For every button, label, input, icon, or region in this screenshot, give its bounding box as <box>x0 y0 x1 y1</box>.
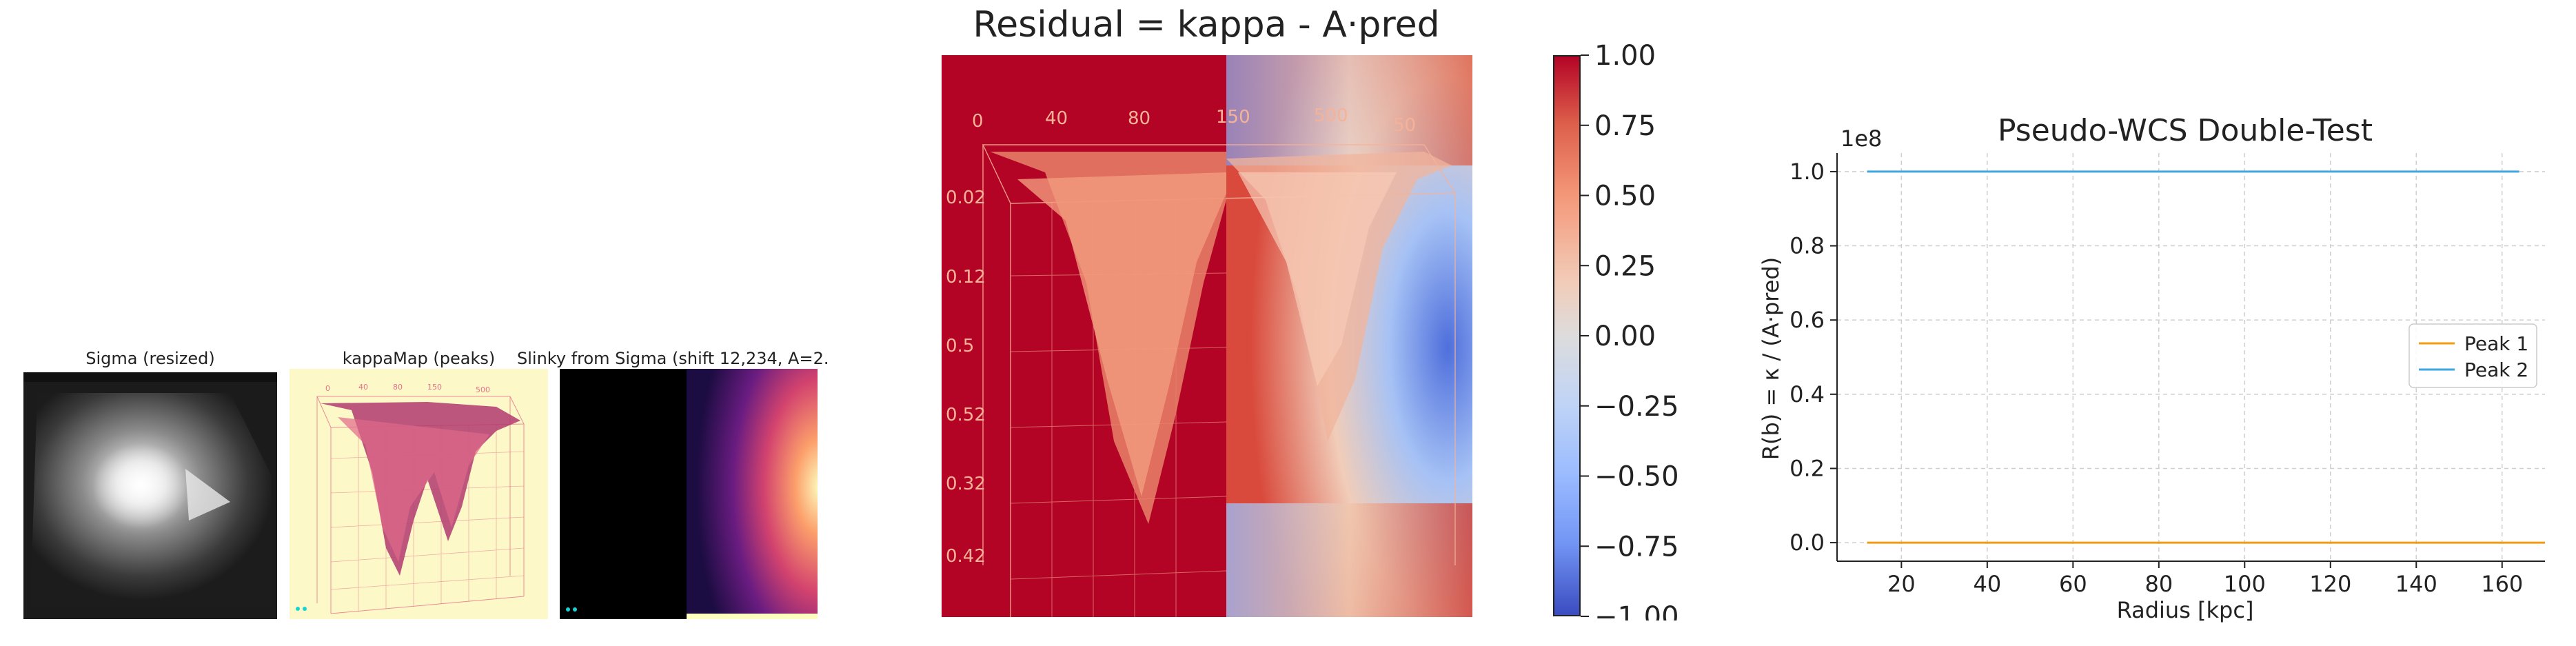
y-tick-label: 0.6 <box>1789 307 1825 333</box>
kappa-panel-title: kappaMap (peaks) <box>342 349 496 368</box>
sigma-panel-title: Sigma (resized) <box>85 349 215 368</box>
colorbar-tick-label: 0.75 <box>1594 110 1656 142</box>
colorbar-tick-label: 0.00 <box>1594 321 1656 352</box>
colorbar-tick-label: −0.75 <box>1594 531 1679 563</box>
x-tick-label: 140 <box>2395 571 2437 597</box>
colorbar-tick-label: 0.50 <box>1594 181 1656 212</box>
svg-text:150: 150 <box>427 383 442 392</box>
legend-label: Peak 2 <box>2464 359 2528 381</box>
residual-colorbar-axis: 1.00 0.75 0.50 0.25 0.00 −0.25 −0.50 −0.75 −1.00 <box>1581 40 1679 620</box>
residual-colorbar <box>1553 55 1581 616</box>
colorbar-tick-label: −0.50 <box>1594 461 1679 493</box>
y-tick-label: 1.0 <box>1789 159 1825 185</box>
colorbar-tick-label: −0.25 <box>1594 391 1679 423</box>
x-tick-label: 100 <box>2224 571 2266 597</box>
svg-text:0.5: 0.5 <box>946 336 974 356</box>
residual-image: 0 40 80 150 500 50 0.02 0.12 0.5 0.52 0.32 0.42 <box>942 55 1472 617</box>
svg-text:0: 0 <box>325 384 330 393</box>
residual-title: Residual = kappa - A·pred <box>973 4 1440 46</box>
y-tick-label: 0.2 <box>1789 455 1825 481</box>
wcs-chart: Pseudo-WCS Double-Test 1e8 20 40 60 80 100 12… <box>1751 0 2576 643</box>
svg-text:0: 0 <box>972 111 984 132</box>
svg-text:500: 500 <box>1314 105 1348 126</box>
x-tick-label: 20 <box>1887 571 1916 597</box>
svg-text:0.12: 0.12 <box>946 267 986 287</box>
y-tick-label: 0.0 <box>1789 529 1825 556</box>
x-tick-label: 60 <box>2059 571 2087 597</box>
y-offset-label: 1e8 <box>1840 125 1882 152</box>
svg-text:0.52: 0.52 <box>946 405 986 425</box>
svg-text:0.02: 0.02 <box>946 188 986 208</box>
y-tick-label: 0.4 <box>1789 381 1825 407</box>
kappa-surface-image: 0 40 80 150 500 <box>290 369 548 619</box>
svg-text:40: 40 <box>1045 108 1068 129</box>
x-tick-label: 160 <box>2481 571 2523 597</box>
colorbar-tick-label: −1.00 <box>1594 601 1679 620</box>
legend-frame <box>2408 323 2537 388</box>
colorbar-tick-label: 0.25 <box>1594 250 1656 282</box>
x-axis-label: Radius [kpc] <box>2117 597 2254 623</box>
x-tick-label: 40 <box>1973 571 2001 597</box>
chart-title: Pseudo-WCS Double-Test <box>1998 113 2373 148</box>
colorbar-tick-label: 1.00 <box>1594 40 1656 72</box>
svg-text:0.32: 0.32 <box>946 474 986 494</box>
svg-text:0.42: 0.42 <box>946 546 986 567</box>
left-figure-group: Sigma (resized) <box>0 0 869 643</box>
sigma-image <box>23 372 277 619</box>
svg-text:150: 150 <box>1216 107 1250 128</box>
x-tick-label: 120 <box>2309 571 2351 597</box>
svg-text:50: 50 <box>1393 115 1416 136</box>
svg-text:500: 500 <box>476 385 490 394</box>
x-tick-label: 80 <box>2144 571 2173 597</box>
svg-text:80: 80 <box>1128 108 1150 129</box>
svg-text:40: 40 <box>358 383 368 392</box>
legend: Peak 1 Peak 2 <box>2408 323 2537 388</box>
y-tick-label: 0.8 <box>1789 233 1825 259</box>
residual-figure: Residual = kappa - A·pred <box>937 0 1710 643</box>
svg-text:80: 80 <box>393 383 403 392</box>
legend-label: Peak 1 <box>2464 332 2528 355</box>
slinky-panel-title: Slinky from Sigma (shift 12,234, A=2. <box>517 349 829 368</box>
slinky-image <box>560 369 818 619</box>
y-axis-label: R(b) = κ / (A·pred) <box>1758 257 1784 460</box>
